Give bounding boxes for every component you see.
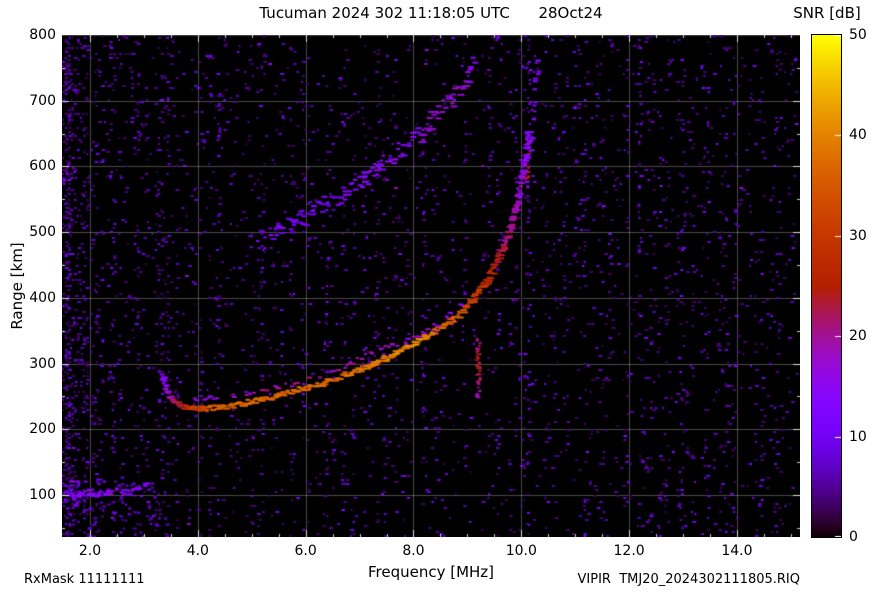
y-axis-title: Range [km] (8, 242, 26, 330)
y-tick-label: 800 (29, 27, 56, 43)
y-tick-label: 500 (29, 224, 56, 241)
x-tick-label: 14.0 (721, 543, 753, 559)
colorbar-title: SNR [dB] (793, 4, 861, 22)
y-tick-label: 200 (29, 421, 56, 438)
x-tick-label: 8.0 (402, 543, 425, 559)
y-tick-label: 100 (29, 486, 56, 503)
y-tick-label: 600 (29, 158, 56, 175)
y-tick-label: 400 (29, 289, 56, 306)
colorbar-gradient (811, 34, 842, 538)
colorbar-tick-label: 10 (849, 428, 867, 445)
x-tick-label: 2.0 (78, 543, 102, 559)
colorbar-tick-label: 0 (849, 529, 858, 545)
colorbar-tick-label: 30 (849, 227, 867, 244)
file-id-text: VIPIR TMJ20_2024302111805.RIQ (577, 572, 801, 587)
x-tick-label: 10.0 (505, 543, 537, 559)
rxmask-text: RxMask 11111111 (24, 572, 145, 587)
x-tick-label: 12.0 (613, 543, 645, 559)
y-tick-label: 700 (29, 92, 56, 109)
ionogram-heatmap-canvas (62, 35, 800, 537)
x-tick-label: 4.0 (186, 543, 209, 559)
y-tick-label: 300 (29, 355, 56, 372)
plot-title: Tucuman 2024 302 11:18:05 UTC 28Oct24 (259, 4, 603, 22)
colorbar-tick-label: 40 (849, 127, 867, 144)
x-tick-label: 6.0 (294, 543, 317, 559)
x-axis-title: Frequency [MHz] (367, 563, 495, 581)
colorbar-tick-label: 50 (849, 27, 867, 43)
colorbar-tick-label: 20 (849, 328, 867, 345)
